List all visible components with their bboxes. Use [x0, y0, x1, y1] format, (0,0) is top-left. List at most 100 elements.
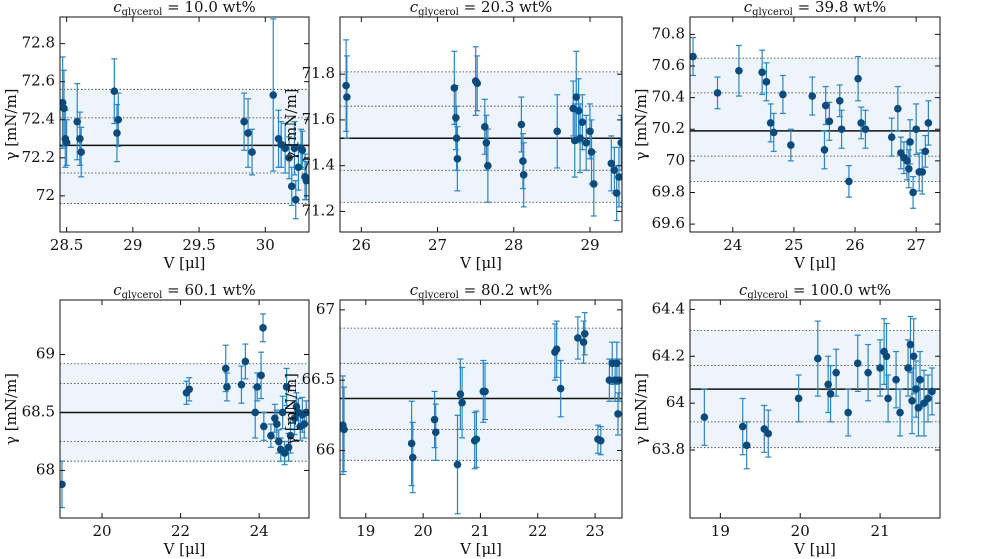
subplot: 19 20 21 63.8 64 64.2 64.4 cglycerol = 100.0 wt… — [632, 281, 941, 558]
point — [340, 425, 348, 434]
title-symbol: c — [113, 0, 122, 16]
point — [908, 396, 916, 405]
point — [887, 133, 896, 141]
point — [607, 159, 616, 168]
axes-frame — [59, 299, 310, 519]
y-tick-label: 70.4 — [652, 88, 685, 106]
point — [821, 101, 830, 110]
point — [257, 371, 265, 380]
point — [794, 394, 803, 403]
point — [294, 163, 303, 172]
point — [269, 91, 278, 99]
y-axis-label: γ [mN/m] — [282, 373, 300, 445]
point — [481, 122, 489, 131]
y-tick-label: 66.5 — [302, 370, 335, 388]
plot-area — [690, 315, 940, 470]
y-tick-label: 70.6 — [652, 56, 685, 74]
y-tick-label: 69.6 — [652, 214, 685, 232]
chart-title: cglycerol = 100.0 wt% — [739, 281, 891, 301]
point — [884, 394, 892, 403]
point — [481, 387, 489, 396]
point — [62, 138, 71, 147]
band — [60, 89, 309, 204]
point — [556, 384, 565, 393]
axes-frame — [339, 16, 623, 233]
axes-frame — [59, 16, 310, 233]
title-text: = 80.2 wt% — [459, 281, 552, 299]
point — [758, 68, 766, 77]
y-tick-label: 70.8 — [652, 24, 685, 42]
point — [517, 120, 526, 129]
point — [253, 383, 261, 391]
point — [110, 87, 119, 96]
point — [615, 173, 622, 181]
x-tick-label: 29 — [123, 236, 142, 254]
x-tick-label: 21 — [871, 522, 890, 540]
point — [458, 398, 466, 407]
point — [292, 402, 301, 411]
plot-area — [60, 18, 309, 220]
point — [274, 437, 283, 446]
point — [700, 413, 709, 422]
point — [60, 104, 68, 113]
point — [605, 376, 614, 384]
point — [905, 164, 913, 173]
point — [861, 125, 870, 134]
x-tick-label: 22 — [528, 522, 547, 540]
point — [835, 96, 844, 105]
title-text: = 60.1 wt% — [162, 281, 255, 299]
point — [582, 138, 590, 147]
point — [813, 354, 822, 363]
point — [278, 408, 287, 417]
point — [290, 414, 299, 423]
point — [769, 128, 778, 137]
x-tick-label: 27 — [907, 236, 926, 254]
point — [904, 364, 912, 372]
point — [580, 329, 589, 338]
x-tick-label: 24 — [250, 522, 269, 540]
point — [114, 115, 123, 124]
title-subscript: glycerol — [418, 290, 459, 301]
point — [300, 420, 309, 428]
point — [473, 79, 481, 88]
point — [735, 66, 743, 75]
x-axis-label: V [μl] — [459, 254, 502, 272]
point — [76, 134, 84, 143]
point — [906, 340, 915, 349]
point — [896, 408, 904, 417]
point — [73, 117, 82, 126]
x-axis-label: V [μl] — [793, 254, 836, 272]
point — [60, 98, 67, 107]
point — [574, 334, 582, 342]
point — [552, 345, 561, 354]
point — [906, 138, 914, 146]
point — [587, 148, 596, 156]
x-axis-label: V [μl] — [163, 254, 206, 272]
point — [779, 90, 787, 99]
title-symbol: c — [113, 281, 122, 299]
point — [853, 359, 862, 368]
subplot: 19 20 21 22 23 66 66.5 67 cglycerol = 80.2 wt% V … — [282, 281, 623, 558]
title-symbol: c — [410, 281, 419, 299]
point — [903, 157, 911, 165]
y-tick-label: 68 — [36, 460, 55, 478]
point — [921, 147, 930, 156]
x-tick-label: 27 — [428, 236, 447, 254]
title-text: = 100.0 wt% — [788, 281, 891, 299]
point — [820, 145, 829, 154]
title-symbol: c — [410, 0, 419, 16]
y-tick-label: 67 — [316, 300, 335, 318]
point — [223, 383, 231, 391]
point — [430, 415, 439, 424]
point — [832, 368, 840, 377]
axes-frame — [689, 299, 941, 519]
point — [113, 129, 121, 137]
point — [267, 431, 275, 440]
point — [519, 157, 527, 165]
point — [282, 383, 291, 391]
y-tick-label: 68.5 — [22, 402, 55, 420]
point — [924, 119, 933, 127]
x-axis-label: V [μl] — [163, 540, 206, 558]
x-tick-label: 20 — [791, 522, 810, 540]
